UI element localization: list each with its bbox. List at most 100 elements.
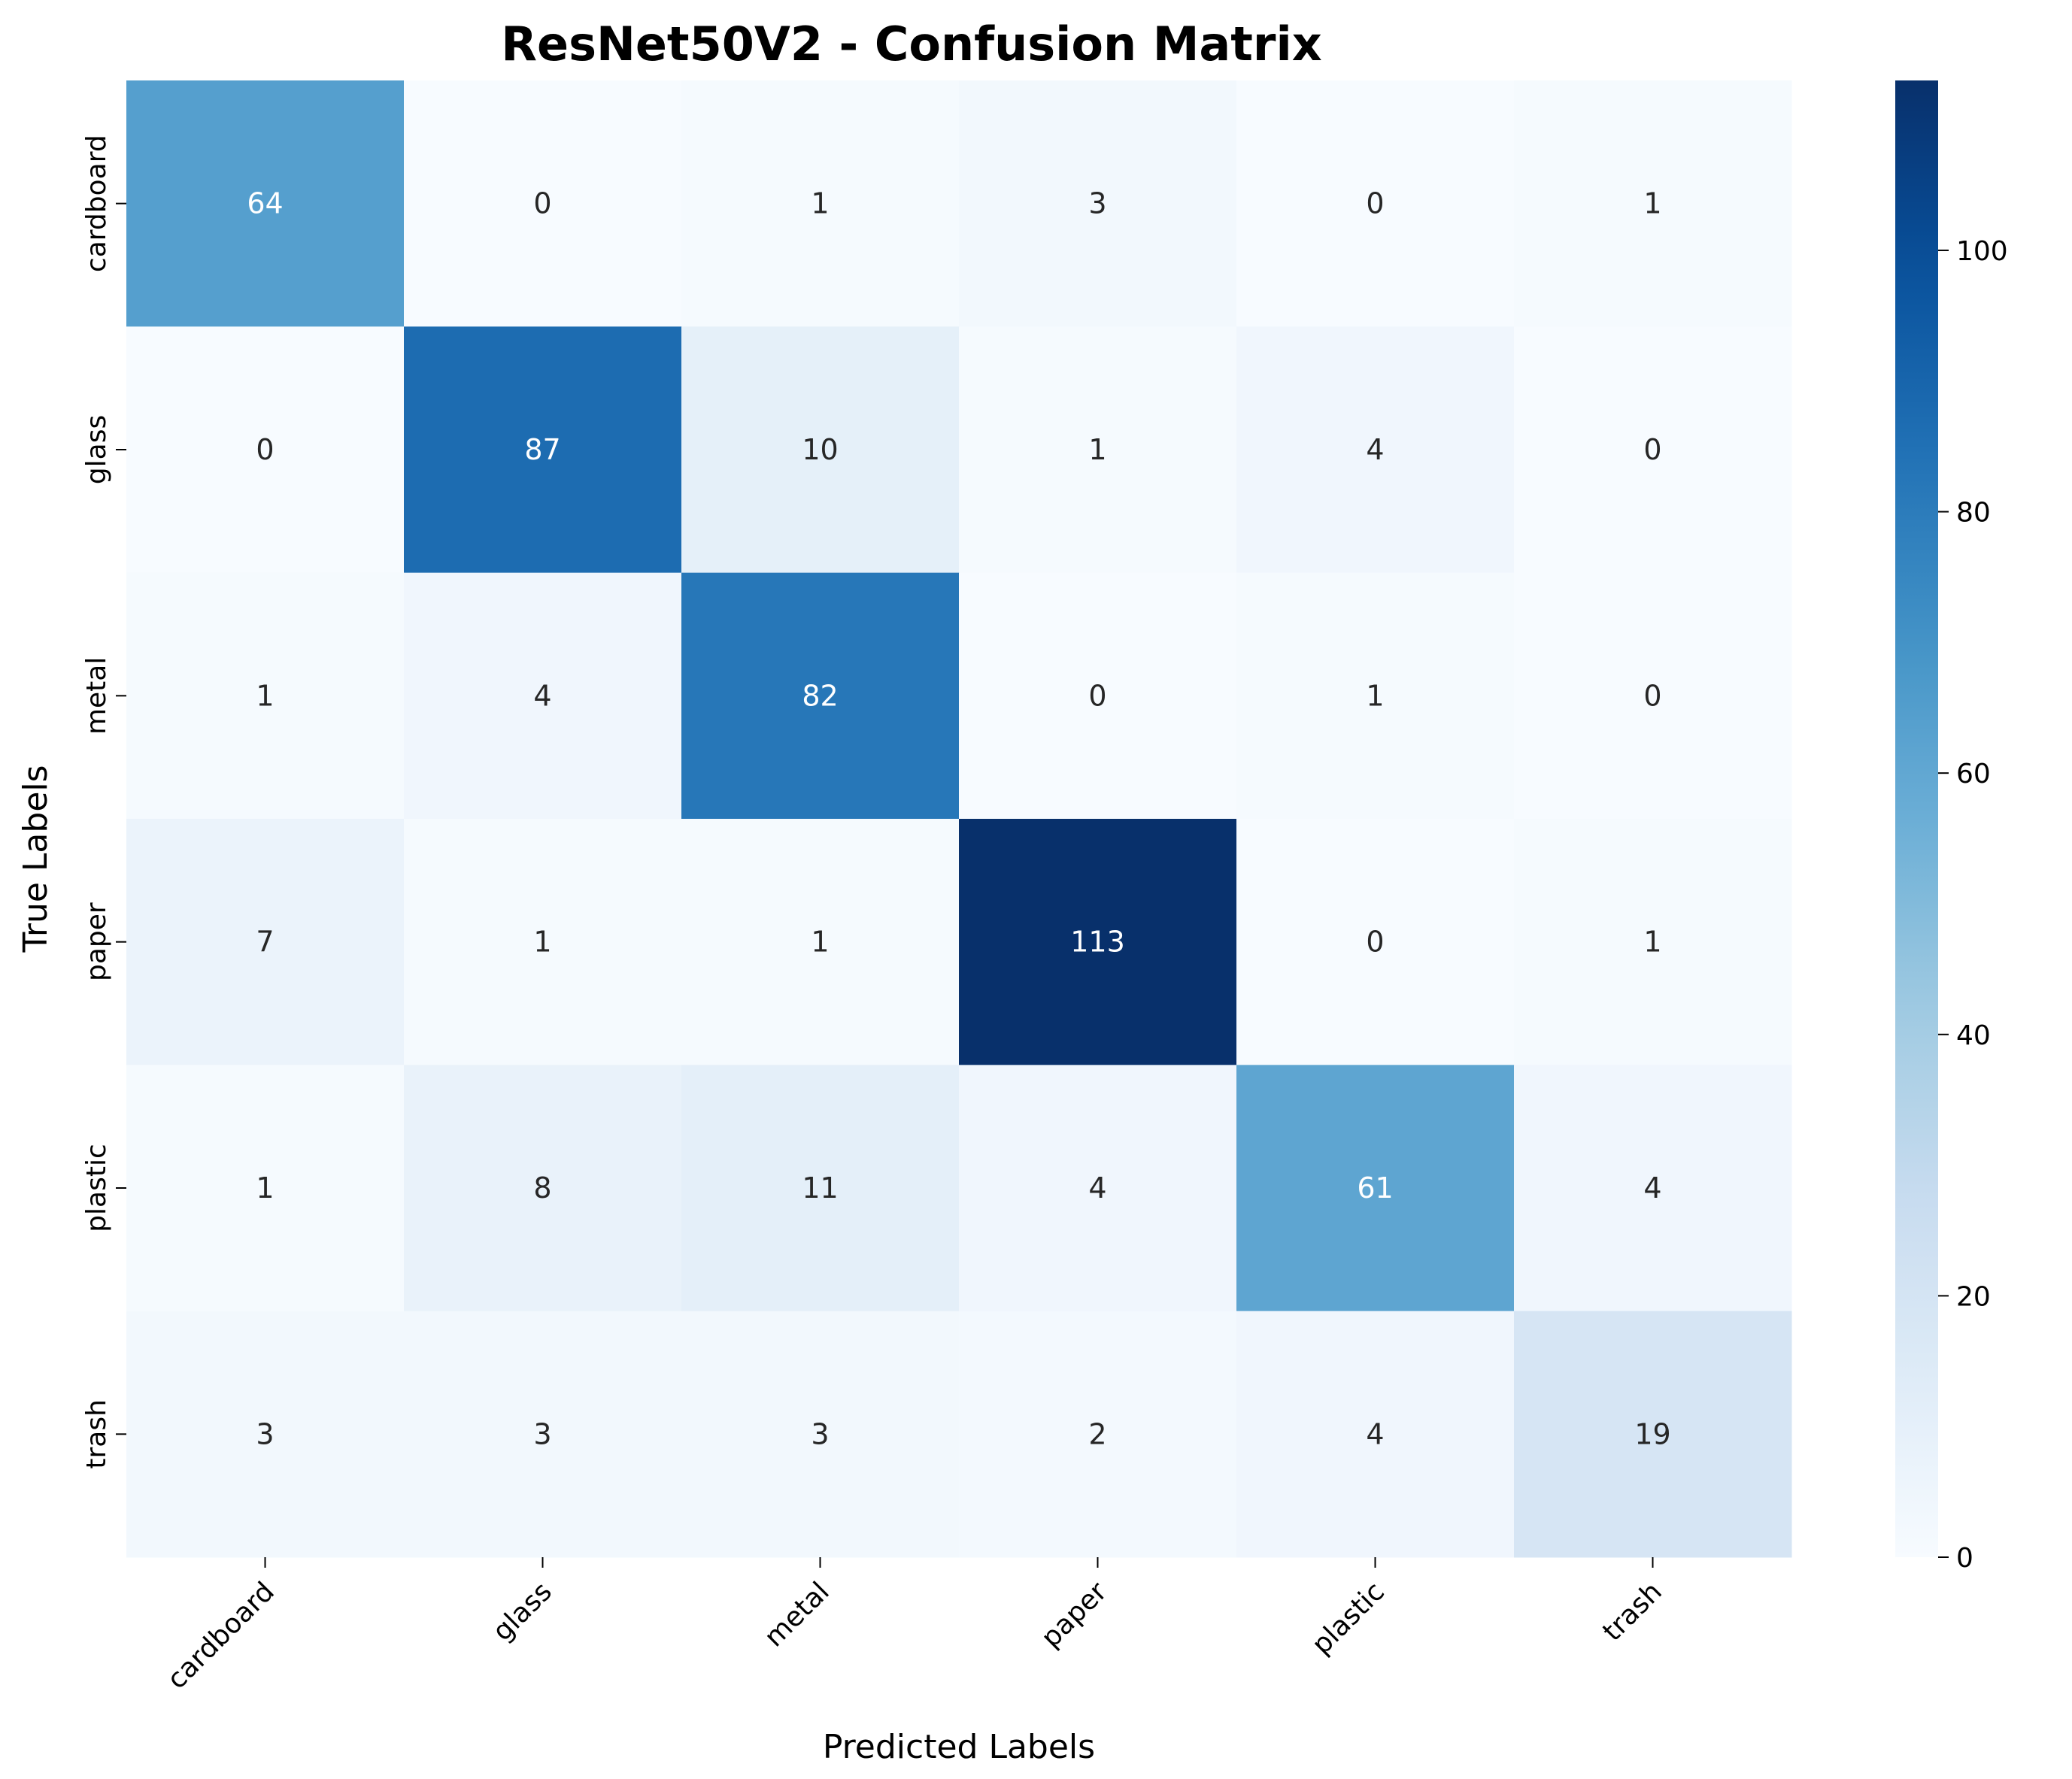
y-tick-label-metal: metal: [81, 657, 112, 735]
x-tick-label-cardboard: cardboard: [162, 1576, 281, 1695]
colorbar-tick-label: 0: [1956, 1543, 1973, 1574]
heatmap-cell-cardboard-metal: [681, 80, 960, 327]
heatmap-cell-cardboard-paper: [959, 80, 1237, 327]
x-tick-label-glass: glass: [487, 1576, 558, 1647]
cell-value-label: 1: [256, 1171, 274, 1205]
heatmap-cell-labels: 64 0 1 3 0 10 87 10 1 4 01 4 82 0 1 07 1 1 113 0 11 8 11 4 61 43 3…: [247, 187, 1670, 1451]
cell-value-label: 19: [1634, 1417, 1670, 1450]
heatmap-cell-metal-glass: [404, 572, 682, 820]
heatmap-cell-cardboard-trash: [1514, 80, 1792, 327]
heatmap-cell-trash-glass: [404, 1311, 682, 1558]
cell-value-label: 0: [1366, 926, 1384, 959]
heatmap-cell-paper-metal: [681, 819, 960, 1065]
x-tick-label-trash: trash: [1597, 1576, 1667, 1647]
cell-value-label: 1: [256, 679, 274, 712]
heatmap-cell-paper-plastic: [1236, 819, 1515, 1065]
cell-value-label: 2: [1088, 1417, 1106, 1450]
cell-value-label: 4: [1366, 433, 1384, 466]
heatmap-cell-paper-glass: [404, 819, 682, 1065]
x-axis-ticks: cardboard glass metal paper plastic trash: [162, 1557, 1668, 1696]
cell-value-label: 1: [1643, 187, 1661, 220]
cell-value-label: 4: [1643, 1171, 1661, 1205]
heatmap-cell-trash-metal: [681, 1311, 960, 1558]
x-axis-label: Predicted Labels: [823, 1728, 1095, 1766]
heatmap-cell-metal-cardboard: [126, 572, 405, 820]
x-tick-label-plastic: plastic: [1306, 1576, 1391, 1660]
heatmap-cell-paper-paper: [959, 819, 1237, 1065]
heatmap-cell-trash-cardboard: [126, 1311, 405, 1558]
heatmap-cell-cardboard-cardboard: [126, 80, 405, 327]
cell-value-label: 1: [1366, 679, 1384, 712]
cell-value-label: 0: [256, 433, 274, 466]
heatmap-cell-plastic-cardboard: [126, 1065, 405, 1312]
cell-value-label: 87: [524, 433, 560, 466]
cell-value-label: 11: [802, 1171, 838, 1205]
heatmap-cell-trash-trash: [1514, 1311, 1792, 1558]
heatmap-cell-metal-metal: [681, 572, 960, 820]
cell-value-label: 1: [1088, 433, 1106, 466]
colorbar-tick-label: 80: [1956, 498, 1991, 529]
colorbar-ticks: 0 20 40 60 80 100: [1938, 236, 2008, 1574]
y-tick-label-trash: trash: [81, 1399, 112, 1469]
heatmap-cell-plastic-paper: [959, 1065, 1237, 1312]
y-axis-label: True Labels: [17, 765, 55, 953]
cell-value-label: 3: [1088, 187, 1106, 220]
heatmap-cells: [126, 80, 1792, 1558]
x-tick-label-metal: metal: [759, 1576, 836, 1653]
y-tick-label-cardboard: cardboard: [81, 135, 112, 272]
cell-value-label: 7: [256, 926, 274, 959]
heatmap-cell-glass-plastic: [1236, 326, 1515, 574]
cell-value-label: 1: [811, 187, 829, 220]
heatmap-cell-metal-trash: [1514, 572, 1792, 820]
cell-value-label: 61: [1357, 1171, 1393, 1205]
cell-value-label: 0: [1088, 679, 1106, 712]
cell-value-label: 0: [1643, 679, 1661, 712]
heatmap-cell-glass-paper: [959, 326, 1237, 574]
cell-value-label: 3: [811, 1417, 829, 1450]
y-tick-label-paper: paper: [81, 902, 112, 981]
colorbar: [1895, 80, 1938, 1557]
cell-value-label: 3: [256, 1417, 274, 1450]
colorbar-tick-label: 100: [1956, 236, 2008, 267]
cell-value-label: 0: [533, 187, 551, 220]
heatmap-cell-glass-metal: [681, 326, 960, 574]
y-tick-label-glass: glass: [81, 415, 112, 484]
heatmap-cell-glass-cardboard: [126, 326, 405, 574]
heatmap-cell-glass-glass: [404, 326, 682, 574]
cell-value-label: 1: [533, 926, 551, 959]
heatmap-cell-paper-cardboard: [126, 819, 405, 1065]
cell-value-label: 8: [533, 1171, 551, 1205]
heatmap-cell-metal-paper: [959, 572, 1237, 820]
heatmap-cell-trash-paper: [959, 1311, 1237, 1558]
cell-value-label: 4: [533, 679, 551, 712]
colorbar-tick-label: 20: [1956, 1281, 1991, 1312]
cell-value-label: 4: [1366, 1417, 1384, 1450]
heatmap-cell-plastic-glass: [404, 1065, 682, 1312]
cell-value-label: 0: [1366, 187, 1384, 220]
heatmap-cell-trash-plastic: [1236, 1311, 1515, 1558]
heatmap-cell-cardboard-plastic: [1236, 80, 1515, 327]
cell-value-label: 3: [533, 1417, 551, 1450]
x-tick-label-paper: paper: [1036, 1576, 1113, 1653]
heatmap-cell-paper-trash: [1514, 819, 1792, 1065]
heatmap-cell-glass-trash: [1514, 326, 1792, 574]
chart-title: ResNet50V2 - Confusion Matrix: [501, 17, 1321, 71]
y-tick-label-plastic: plastic: [81, 1144, 112, 1232]
cell-value-label: 113: [1070, 926, 1125, 959]
heatmap-cell-metal-plastic: [1236, 572, 1515, 820]
cell-value-label: 82: [802, 679, 838, 712]
cell-value-label: 0: [1643, 433, 1661, 466]
heatmap-cell-plastic-trash: [1514, 1065, 1792, 1312]
cell-value-label: 10: [802, 433, 838, 466]
heatmap-cell-cardboard-glass: [404, 80, 682, 327]
cell-value-label: 4: [1088, 1171, 1106, 1205]
heatmap-cell-plastic-plastic: [1236, 1065, 1515, 1312]
heatmap-cell-plastic-metal: [681, 1065, 960, 1312]
cell-value-label: 1: [811, 926, 829, 959]
cell-value-label: 64: [247, 187, 283, 220]
colorbar-tick-label: 40: [1956, 1020, 1991, 1051]
colorbar-tick-label: 60: [1956, 759, 1991, 789]
y-axis-ticks: cardboard glass metal paper plastic trash: [81, 135, 126, 1469]
cell-value-label: 1: [1643, 926, 1661, 959]
